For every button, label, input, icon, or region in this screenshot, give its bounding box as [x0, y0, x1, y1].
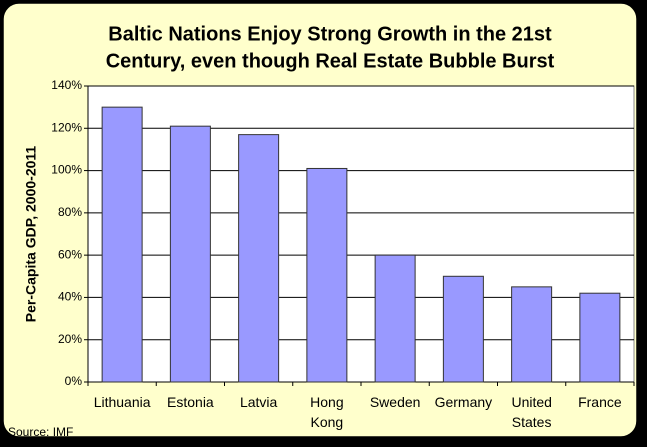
- x-tick-label: Sweden: [369, 394, 421, 410]
- bar: [238, 134, 280, 383]
- y-tick-label: 0%: [65, 374, 83, 388]
- bar: [511, 286, 553, 383]
- x-tick-label-box: Germany: [434, 394, 493, 410]
- x-tick-label-box: Sweden: [369, 394, 421, 410]
- bar: [169, 125, 211, 383]
- x-tick-label-box: Latvia: [239, 394, 278, 410]
- y-tick-label: 80%: [58, 205, 82, 219]
- x-tick-label: Hong Kong: [310, 394, 344, 430]
- chart-title: Century, even though Real Estate Bubble …: [106, 50, 555, 72]
- y-tick-label: 120%: [51, 120, 82, 134]
- x-tick-label: United States: [511, 394, 552, 430]
- y-tick-label: 100%: [51, 163, 82, 177]
- y-tick-label: 60%: [58, 247, 82, 261]
- x-tick-label-box: France: [578, 394, 622, 410]
- x-tick-label-box: Hong Kong: [310, 394, 344, 430]
- y-tick-label: 40%: [58, 290, 82, 304]
- x-tick-label: Estonia: [167, 394, 214, 410]
- x-tick-label: Lithuania: [93, 394, 151, 410]
- y-tick-label: 20%: [58, 332, 82, 346]
- chart-title: Baltic Nations Enjoy Strong Growth in th…: [108, 23, 552, 45]
- bar: [374, 254, 416, 383]
- x-tick-label-box: Estonia: [167, 394, 214, 410]
- bar: [579, 292, 621, 383]
- x-tick-label: Latvia: [239, 394, 278, 410]
- y-tick-label: 140%: [51, 78, 82, 92]
- source-note: Source: IMF: [8, 425, 73, 439]
- bar: [442, 275, 484, 383]
- y-axis-label: Per-Capita GDP, 2000-2011: [23, 146, 39, 323]
- bar: [306, 167, 348, 383]
- x-tick-label-box: Lithuania: [93, 394, 151, 410]
- x-tick-label-box: United States: [511, 394, 552, 430]
- bar: [101, 106, 143, 383]
- x-tick-label: France: [578, 394, 622, 410]
- x-tick-label: Germany: [434, 394, 493, 410]
